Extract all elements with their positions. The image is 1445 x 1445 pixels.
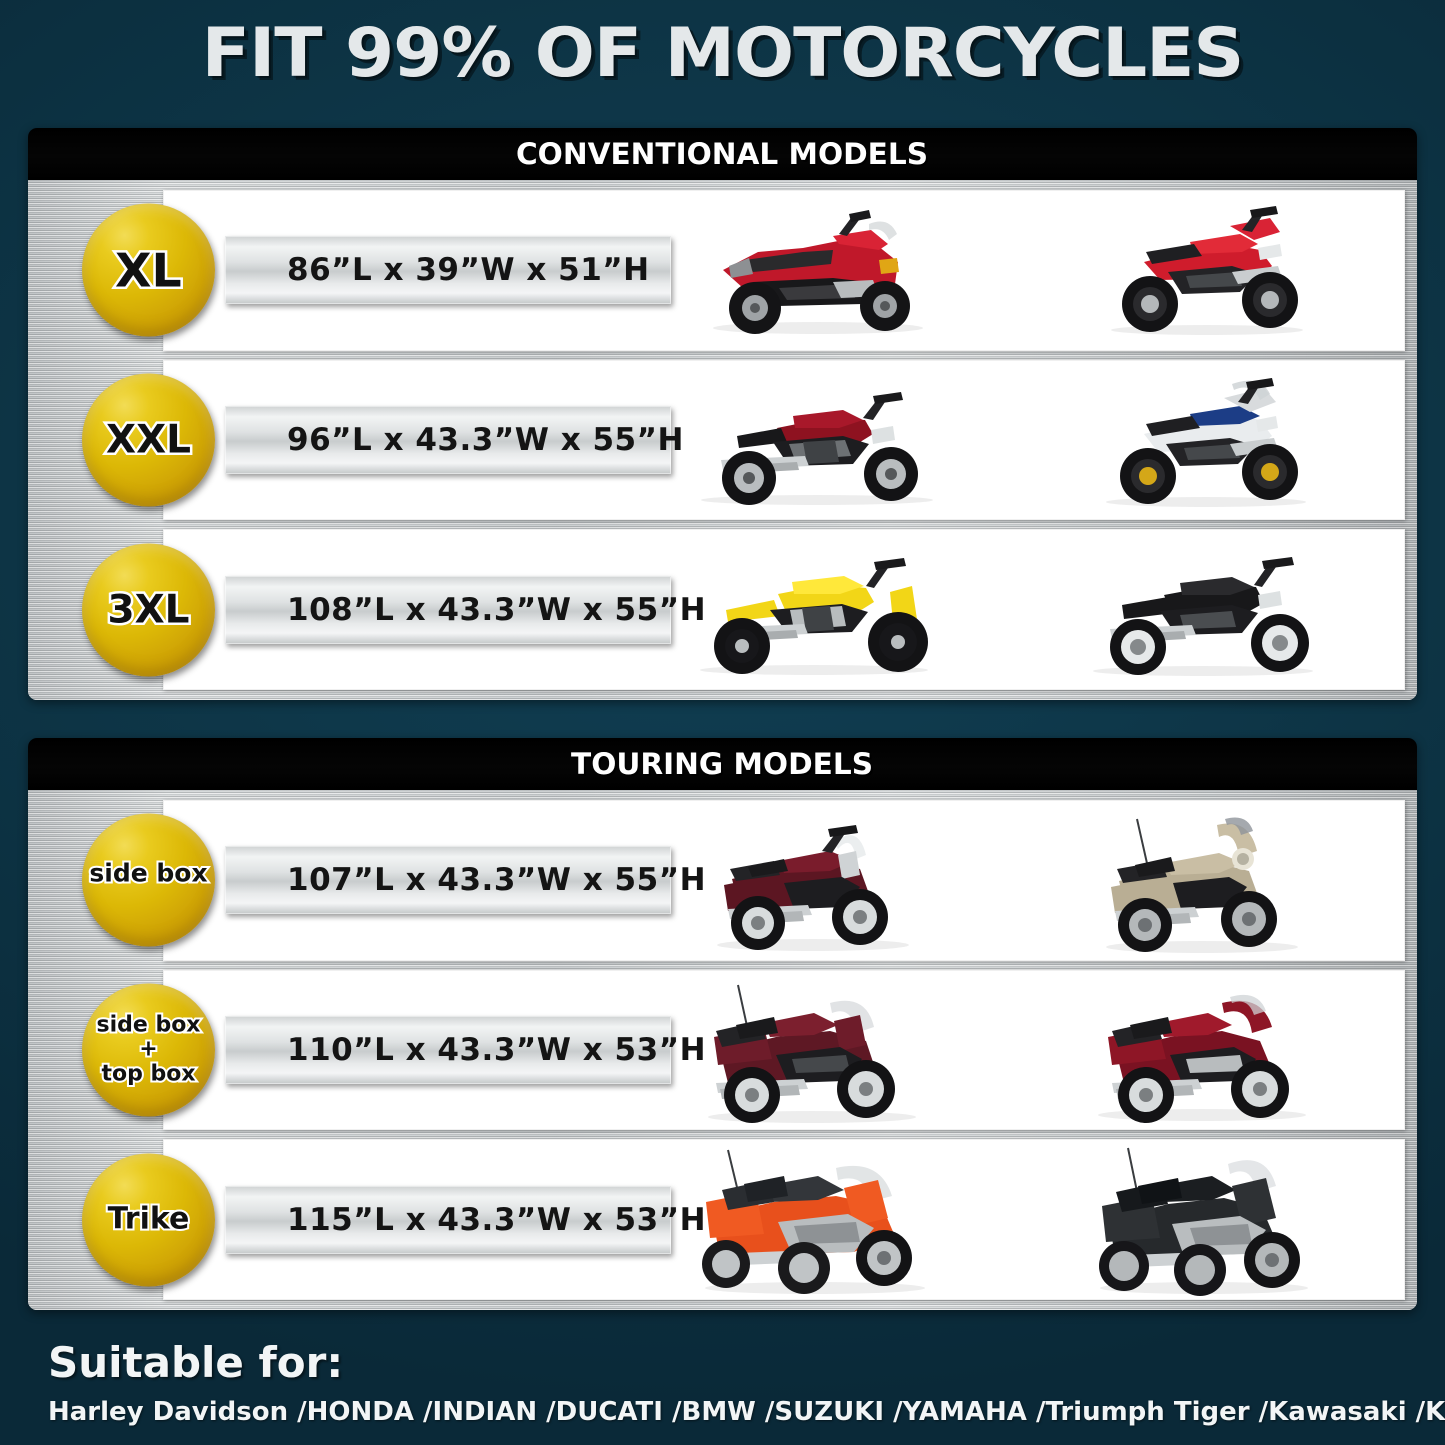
size-row-list: XL 86”L x 39”W x 51”H — [38, 190, 1405, 691]
bike-black-cruiser — [1066, 537, 1341, 682]
section-touring: TOURING MODELS side box 107”L x 43.3”W x… — [28, 738, 1417, 1310]
size-badge-trike: Trike — [82, 1153, 215, 1287]
dimension-bar: 115”L x 43.3”W x 53”H — [225, 1185, 706, 1254]
table-row[interactable]: XXL 96”L x 43.3”W x 55”H — [82, 359, 1405, 521]
page-title: FIT 99% OF MOTORCYCLES — [201, 14, 1245, 93]
table-row[interactable]: XL 86”L x 39”W x 51”H — [82, 190, 1405, 351]
table-row[interactable]: side box 107”L x 43.3”W x 55”H — [82, 800, 1405, 961]
size-badge-xl: XL — [82, 203, 215, 337]
bike-orange-goldwing-trike — [678, 1142, 953, 1297]
size-row-list: side box 107”L x 43.3”W x 55”H — [38, 800, 1405, 1301]
dimension-text: 107”L x 43.3”W x 55”H — [287, 862, 707, 899]
dimension-bar: 107”L x 43.3”W x 55”H — [225, 846, 706, 915]
size-badge-label: side box + top box — [94, 1010, 202, 1088]
size-badge-label: side box — [87, 858, 209, 888]
bike-blue-white-adventure-bike — [1074, 368, 1339, 513]
bike-images — [618, 970, 1397, 1131]
size-badge-label: Trike — [106, 1201, 192, 1237]
bike-images — [618, 800, 1397, 961]
footer: Suitable for: Harley Davidson /HONDA /IN… — [48, 1338, 1445, 1427]
dimension-bar: 110”L x 43.3”W x 53”H — [225, 1016, 706, 1084]
dimension-text: 110”L x 43.3”W x 53”H — [287, 1032, 707, 1068]
dimension-text: 108”L x 43.3”W x 55”H — [287, 591, 707, 628]
dimension-bar: 108”L x 43.3”W x 55”H — [225, 575, 706, 644]
bike-images — [618, 360, 1397, 521]
size-badge-label: XXL — [104, 417, 194, 463]
bike-yellow-chopper — [674, 540, 954, 680]
section-body-touring: side box 107”L x 43.3”W x 55”H — [28, 790, 1417, 1310]
bike-maroon-road-king — [688, 805, 938, 955]
size-badge-label: XL — [113, 243, 185, 298]
size-badge-xxl: XXL — [82, 373, 215, 507]
size-badge-label: 3XL — [105, 587, 192, 633]
section-header-label: TOURING MODELS — [571, 747, 874, 781]
bike-black-harley-trike — [1072, 1142, 1337, 1297]
dimension-bar: 96”L x 43.3”W x 55”H — [225, 406, 683, 474]
bike-red-dirt-bike — [1082, 200, 1332, 340]
suitable-for-title: Suitable for: — [48, 1338, 344, 1387]
bike-images — [618, 1139, 1397, 1300]
table-row[interactable]: 3XL 108”L x 43.3”W x 55”H — [82, 529, 1405, 691]
table-row[interactable]: Trike 115”L x 43.3”W x 53”H — [82, 1139, 1405, 1301]
bike-red-adventure-scooter — [683, 200, 953, 340]
section-header-label: CONVENTIONAL MODELS — [516, 137, 929, 171]
dimension-text: 96”L x 43.3”W x 55”H — [287, 422, 684, 458]
section-body-conventional: XL 86”L x 39”W x 51”H — [28, 180, 1417, 700]
bike-tan-street-glide — [1077, 803, 1327, 958]
size-badge-side-box-top-box: side box + top box — [82, 983, 215, 1117]
dimension-text: 86”L x 39”W x 51”H — [287, 252, 650, 289]
section-header-conventional: CONVENTIONAL MODELS — [28, 128, 1417, 180]
size-badge-3xl: 3XL — [82, 543, 215, 677]
bike-red-goldwing-tourer — [1070, 975, 1335, 1125]
bike-red-cruiser — [677, 370, 957, 510]
section-header-touring: TOURING MODELS — [28, 738, 1417, 790]
section-conventional: CONVENTIONAL MODELS XL 86”L x 39”W x 51”… — [28, 128, 1417, 700]
bike-maroon-ultra-limited — [680, 973, 945, 1128]
dimension-bar: 86”L x 39”W x 51”H — [225, 236, 671, 305]
brand-list: Harley Davidson /HONDA /INDIAN /DUCATI /… — [48, 1397, 1445, 1427]
size-badge-side-box: side box — [82, 813, 215, 947]
dimension-text: 115”L x 43.3”W x 53”H — [287, 1201, 707, 1238]
bike-images — [618, 190, 1397, 351]
table-row[interactable]: side box + top box 110”L x 43.3”W x 53”H — [82, 969, 1405, 1131]
bike-images — [618, 529, 1397, 690]
